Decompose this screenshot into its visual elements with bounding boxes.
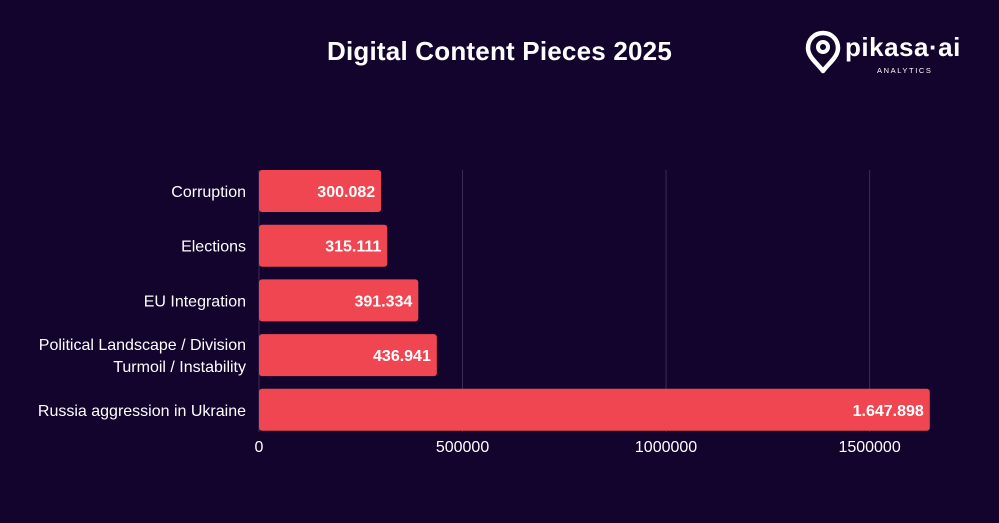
bar: [259, 224, 388, 267]
bar: [259, 334, 437, 377]
x-tick-label: 500000: [436, 439, 489, 456]
x-tick-label: 1500000: [838, 439, 900, 456]
location-pin-icon: [805, 30, 841, 74]
bar-value-label: 391.334: [354, 293, 412, 310]
bar: [259, 170, 382, 212]
logo-wordmark: pikasa·ai: [845, 32, 961, 62]
category-label: Elections: [181, 239, 246, 256]
category-label: Political Landscape / Division: [39, 337, 246, 354]
category-label: EU Integration: [144, 293, 246, 310]
x-tick-label: 0: [255, 439, 264, 456]
logo-subtitle: ANALYTICS: [877, 66, 933, 75]
category-label: Russia aggression in Ukraine: [38, 403, 246, 420]
chart-title: Digital Content Pieces 2025: [327, 36, 672, 66]
bar-value-label: 315.111: [325, 239, 381, 256]
bar: [259, 388, 930, 431]
category-label: Turmoil / Instability: [113, 359, 246, 376]
bar-value-label: 300.082: [317, 184, 375, 201]
category-label: Corruption: [171, 184, 246, 201]
bar-value-label: 1.647.898: [853, 403, 924, 420]
bar-value-label: 436.941: [373, 348, 431, 365]
x-tick-label: 1000000: [635, 439, 697, 456]
bar: [259, 279, 419, 322]
brand-logo: pikasa·ai ANALYTICS: [805, 30, 975, 78]
